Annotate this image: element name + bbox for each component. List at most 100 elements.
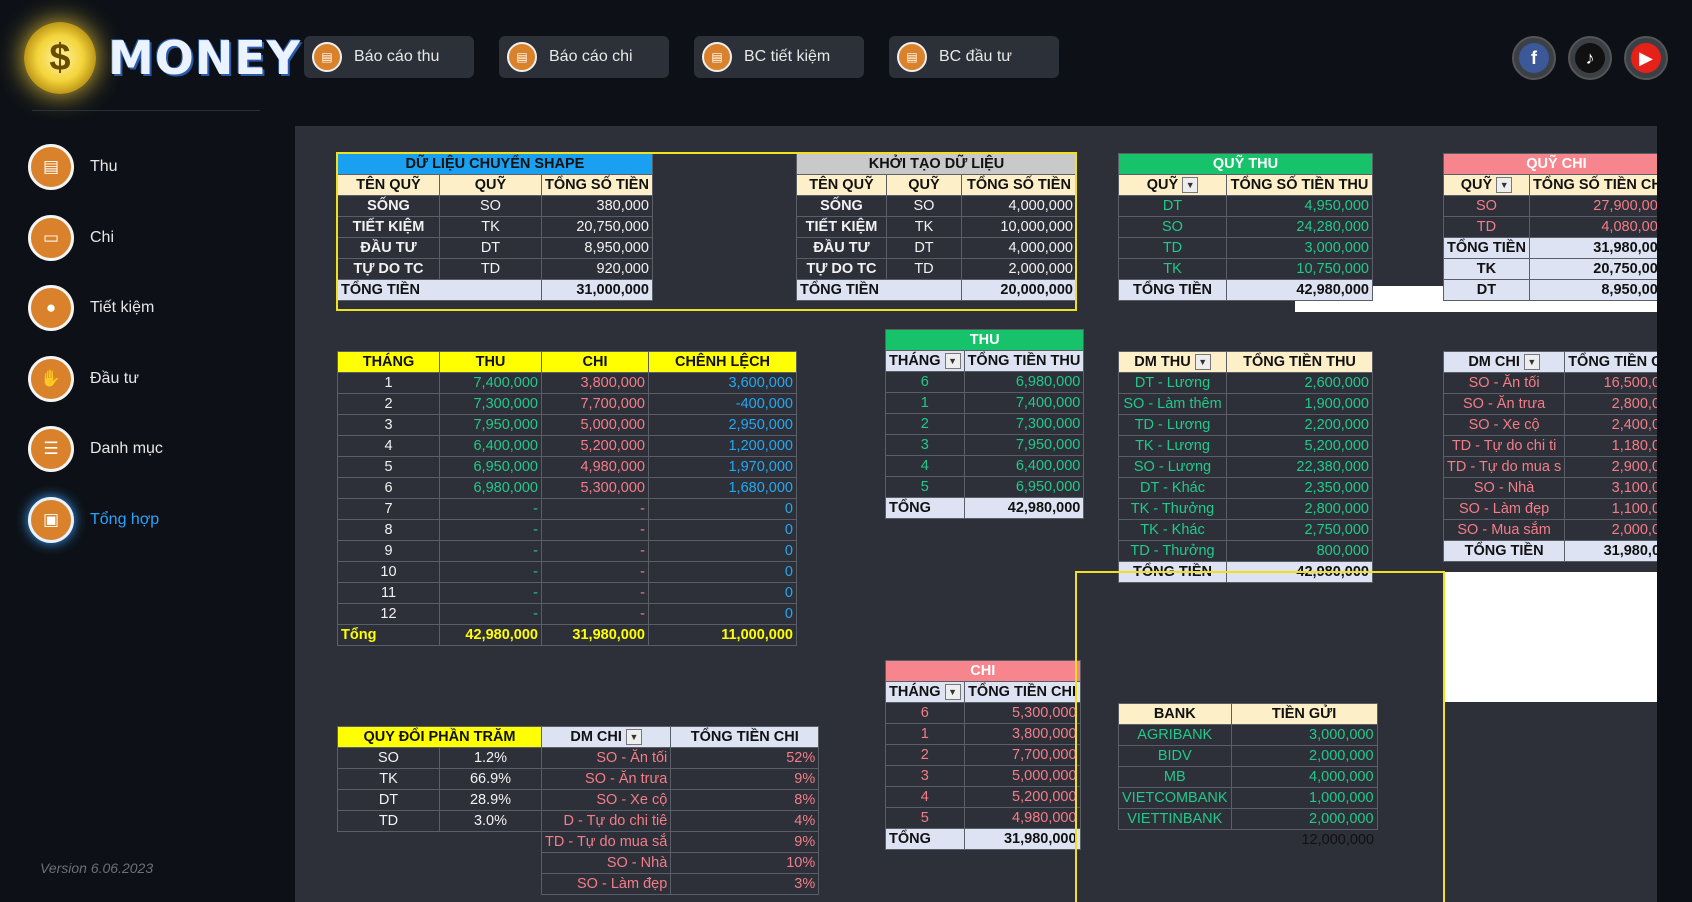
table-cell: ĐẦU TƯ	[337, 237, 440, 259]
filter-dropdown-icon[interactable]: ▼	[625, 729, 642, 746]
table-cell: 7,400,000	[439, 372, 542, 394]
table-cell: 20,000,000	[961, 279, 1077, 301]
report-button-4[interactable]: ▤ BC đầu tư	[889, 36, 1059, 78]
report-button-2[interactable]: ▤ Báo cáo chi	[499, 36, 669, 78]
table-row: 5 6,950,000	[885, 476, 1085, 498]
table-cell: 5	[885, 476, 965, 498]
table-cell: 3,000,000	[1230, 724, 1378, 746]
youtube-button[interactable]: ▶	[1624, 36, 1668, 80]
column-header: TỔNG SỐ TIỀN THU	[1226, 174, 1373, 196]
table-cell: 6	[885, 371, 965, 393]
table-cell: 7,300,000	[439, 393, 542, 415]
table-cell: 31,000,000	[541, 279, 653, 301]
monthly-table: THÁNG THU CHI CHÊNH LỆCH 1 7,400,000 3,800,000…	[337, 351, 797, 646]
column-header: TIỀN GỬI	[1230, 703, 1378, 725]
report-button-3[interactable]: ▤ BC tiết kiệm	[694, 36, 864, 78]
table-cell: -	[439, 561, 542, 583]
table-cell: TK - Khác	[1118, 519, 1227, 541]
report-button-1[interactable]: ▤ Báo cáo thu	[304, 36, 474, 78]
table-cell: 5	[885, 807, 965, 829]
table-row: 6 6,980,000 5,300,000 1,680,000	[337, 477, 797, 499]
table-title: QUỸ THU	[1118, 153, 1373, 175]
table-cell: 42,980,000	[1226, 279, 1373, 301]
nav-item-2[interactable]: ▭ Chi	[28, 214, 115, 261]
table-cell: SO - Xe cộ	[540, 789, 672, 811]
column-header[interactable]: THÁNG ▼	[885, 350, 965, 372]
column-header[interactable]: DM CHI ▼	[540, 726, 672, 748]
table-cell: 4	[337, 435, 440, 457]
nav-label: Chi	[90, 228, 115, 246]
table-cell: 2	[885, 413, 965, 435]
table-cell: TK	[886, 216, 962, 238]
table-cell: 42,980,000	[963, 497, 1085, 519]
nav-item-1[interactable]: ▤ Thu	[28, 144, 118, 190]
nav-label: Tiết kiệm	[90, 299, 155, 316]
column-header[interactable]: DM THU ▼	[1118, 351, 1227, 373]
table-row: TIẾT KIỆM TK 20,750,000	[337, 216, 653, 238]
table-row: TD - Tự do mua s2,900,000	[1442, 456, 1657, 478]
table-cell: 42,980,000	[1226, 561, 1373, 583]
header-row: QUỸ ▼ TỔNG SỐ TIỀN CHI	[1443, 174, 1657, 196]
table-cell: SO - Ăn tối	[540, 747, 672, 769]
table-cell: BIDV	[1118, 745, 1232, 767]
table-cell: SO	[886, 195, 962, 217]
title-row: THU	[884, 329, 1085, 351]
table-cell: 4,980,000	[541, 456, 649, 478]
table-cell: AGRIBANK	[1118, 724, 1232, 746]
nav-item-4[interactable]: ✋ Đầu tư	[28, 355, 139, 402]
youtube-icon: ▶	[1631, 43, 1661, 73]
nav-item-3[interactable]: ● Tiết kiệm	[28, 285, 154, 331]
table-row: DT - Khác 2,350,000	[1118, 477, 1373, 499]
table-cell: 3,100,000	[1564, 477, 1657, 499]
table-cell: 10	[337, 561, 440, 583]
table-title: KHỞI TẠO DỮ LIỆU	[796, 153, 1077, 175]
column-header[interactable]: THÁNG ▼	[885, 681, 965, 703]
nav-item-6[interactable]: ▣ Tổng hợp	[28, 496, 159, 543]
table-cell: 1,100,000	[1564, 498, 1657, 520]
table-cell: 2,000,000	[1230, 745, 1378, 767]
table-cell: 5,300,000	[963, 702, 1081, 724]
table-row: 1 3,800,000	[885, 723, 1081, 745]
filter-dropdown-icon[interactable]: ▼	[1182, 177, 1199, 194]
table-cell: 7,700,000	[963, 744, 1081, 766]
table-cell: 20,750,000	[541, 216, 653, 238]
table-row: SO - Làm thêm 1,900,000	[1118, 393, 1373, 415]
column-header[interactable]: DM CHI ▼	[1442, 351, 1566, 373]
report-icon: ▤	[897, 42, 927, 72]
table-cell: TIẾT KIỆM	[796, 216, 887, 238]
report-icon: ▤	[507, 42, 537, 72]
table-cell: 4,000,000	[961, 195, 1077, 217]
table-cell: TD - Tự do mua s	[1442, 456, 1566, 478]
filter-dropdown-icon[interactable]: ▼	[944, 684, 961, 701]
column-header[interactable]: QUỸ ▼	[1118, 174, 1227, 196]
table-cell: TD - Thưởng	[1118, 540, 1227, 562]
table-cell: 28.9%	[439, 789, 542, 811]
filter-dropdown-icon[interactable]: ▼	[1194, 354, 1211, 371]
table-cell: SO - Nhà	[540, 852, 672, 874]
table-cell: 8,950,000	[1528, 279, 1657, 301]
dollar-coin-icon: $	[24, 22, 96, 94]
table-cell: 4%	[670, 810, 820, 832]
filter-dropdown-icon[interactable]: ▼	[944, 353, 961, 370]
facebook-button[interactable]: f	[1512, 36, 1556, 80]
table-cell: SO	[439, 195, 542, 217]
nav-item-5[interactable]: ☰ Danh mục	[28, 426, 163, 472]
table-row: 1 7,400,000	[885, 392, 1085, 414]
table-row: VIETCOMBANK 1,000,000	[1118, 787, 1378, 809]
table-cell: DT	[886, 237, 962, 259]
table-cell: SỐNG	[796, 195, 887, 217]
table-cell: SO	[1443, 195, 1530, 217]
table-cell: -400,000	[648, 393, 797, 415]
tiktok-button[interactable]: ♪	[1568, 36, 1612, 80]
filter-dropdown-icon[interactable]: ▼	[1523, 354, 1540, 371]
filter-dropdown-icon[interactable]: ▼	[1496, 177, 1513, 194]
table-row: ĐẦU TƯ DT 4,000,000	[796, 237, 1077, 259]
chi-by-month-table: CHI THÁNG ▼ TỔNG TIỀN CHI 6 5,300,000 1 3,800,0…	[885, 660, 1081, 850]
table-cell: SO - Ăn trưa	[540, 768, 672, 790]
column-header[interactable]: QUỸ ▼	[1443, 174, 1530, 196]
table-cell: TỔNG	[885, 497, 965, 519]
